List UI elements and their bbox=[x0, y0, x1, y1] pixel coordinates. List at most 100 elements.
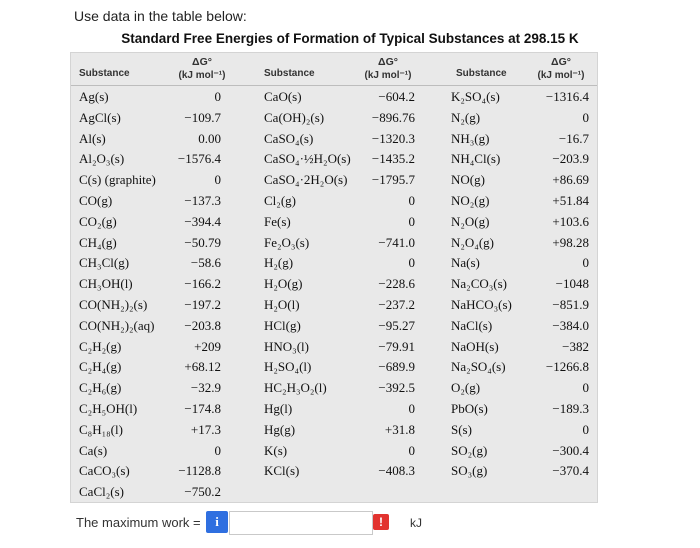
delta-g-cell: +209 bbox=[194, 338, 221, 354]
substance-cell: H₂O(l) bbox=[264, 296, 300, 312]
delta-g-cell: 0 bbox=[408, 442, 416, 458]
substance-cell: N₂(g) bbox=[451, 109, 481, 125]
substance-cell: C₈H₁₈(l) bbox=[79, 421, 123, 437]
substance-cell: HCl(g) bbox=[264, 317, 301, 333]
delta-g-cell: 0 bbox=[408, 255, 416, 271]
info-icon[interactable]: i bbox=[206, 511, 228, 533]
delta-g-cell: 0 bbox=[582, 255, 590, 271]
delta-g-cell: −79.91 bbox=[378, 338, 415, 354]
substance-cell: C₂H₂(g) bbox=[79, 338, 122, 354]
col1-unit: (kJ mol⁻¹) bbox=[178, 70, 226, 81]
delta-g-cell: −50.79 bbox=[184, 234, 221, 250]
delta-g-cell: −370.4 bbox=[552, 463, 589, 479]
col3-delta-header: ΔG° (kJ mol⁻¹) bbox=[526, 56, 596, 82]
warning-icon: ! bbox=[373, 514, 389, 530]
col3-values: −1316.4 0 −16.7 −203.9 +86.69 +51.84 +10… bbox=[529, 87, 589, 482]
substance-cell: NaHCO₃(s) bbox=[451, 296, 512, 312]
substance-cell: NO₂(g) bbox=[451, 192, 490, 208]
delta-g-cell: −1576.4 bbox=[177, 151, 221, 167]
delta-g-cell: −1795.7 bbox=[371, 172, 415, 188]
substance-cell: CH₃Cl(g) bbox=[79, 255, 130, 271]
substance-cell: NH₃(g) bbox=[451, 130, 490, 146]
delta-g-cell: −166.2 bbox=[184, 276, 221, 292]
delta-g-cell: +51.84 bbox=[552, 192, 589, 208]
delta-g-cell: −16.7 bbox=[558, 130, 589, 146]
delta-g-cell: −1316.4 bbox=[545, 89, 589, 104]
delta-g-cell: −237.2 bbox=[378, 296, 415, 312]
substance-cell: NaOH(s) bbox=[451, 338, 499, 354]
substance-cell: Hg(l) bbox=[264, 400, 293, 416]
substance-cell: C₂H₄(g) bbox=[79, 359, 122, 375]
delta-g-cell: −203.8 bbox=[184, 317, 221, 333]
delta-g-cell: +31.8 bbox=[384, 421, 415, 437]
delta-g-cell: −95.27 bbox=[378, 317, 415, 333]
substance-cell: CaO(s) bbox=[264, 89, 302, 104]
delta-g-cell: −408.3 bbox=[378, 463, 415, 479]
delta-g-cell: −851.9 bbox=[552, 296, 589, 312]
substance-cell: CO(NH₂)₂(s) bbox=[79, 296, 148, 312]
col3-substances: K₂SO₄(s) N₂(g) NH₃(g) NH₄Cl(s) NO(g) NO₂… bbox=[451, 87, 531, 482]
delta-g-cell: −382 bbox=[562, 338, 589, 354]
substance-cell: N₂O₄(g) bbox=[451, 234, 494, 250]
col2-substances: CaO(s) Ca(OH)₂(s) CaSO₄(s) CaSO₄·½H₂O(s)… bbox=[264, 87, 374, 482]
substance-cell: CO(g) bbox=[79, 192, 113, 208]
col1-values: 0 −109.7 0.00 −1576.4 0 −137.3 −394.4 −5… bbox=[167, 87, 221, 503]
substance-cell: Ag(s) bbox=[79, 89, 109, 104]
substance-cell: H₂SO₄(l) bbox=[264, 359, 312, 375]
delta-g-cell: −1128.8 bbox=[178, 463, 221, 479]
substance-cell: HC₂H₃O₂(l) bbox=[264, 380, 327, 396]
delta-g-cell: +103.6 bbox=[552, 213, 589, 229]
substance-cell: KCl(s) bbox=[264, 463, 300, 479]
delta-g-cell: −1320.3 bbox=[371, 130, 415, 146]
delta-g-cell: 0 bbox=[408, 400, 416, 416]
delta-g-cell: 0 bbox=[582, 421, 590, 437]
substance-cell: CH₃OH(l) bbox=[79, 276, 133, 292]
substance-cell: CaSO₄·½H₂O(s) bbox=[264, 151, 351, 167]
question-prompt: Use data in the table below: bbox=[74, 8, 247, 24]
substance-cell: Al₂O₃(s) bbox=[79, 151, 125, 167]
col3-delta-symbol: ΔG° bbox=[551, 56, 571, 68]
substance-cell: C₂H₆(g) bbox=[79, 380, 122, 396]
delta-g-cell: −1266.8 bbox=[545, 359, 589, 375]
table-title: Standard Free Energies of Formation of T… bbox=[121, 31, 579, 46]
delta-g-cell: −604.2 bbox=[378, 89, 415, 104]
max-work-input[interactable] bbox=[229, 511, 373, 535]
delta-g-cell: −203.9 bbox=[552, 151, 589, 167]
substance-cell: K(s) bbox=[264, 442, 288, 458]
substance-cell: H₂(g) bbox=[264, 255, 294, 271]
col1-substance-header: Substance bbox=[79, 68, 130, 79]
substance-cell: C(s) (graphite) bbox=[79, 172, 156, 188]
col2-substance-header: Substance bbox=[264, 68, 315, 79]
substance-cell: Na(s) bbox=[451, 255, 480, 271]
delta-g-cell: −300.4 bbox=[552, 442, 589, 458]
delta-g-cell: 0 bbox=[582, 380, 590, 396]
delta-g-cell: −1048 bbox=[555, 276, 589, 292]
header-divider bbox=[71, 85, 597, 86]
substance-cell: CO(NH₂)₂(aq) bbox=[79, 317, 155, 333]
substance-cell: CaSO₄(s) bbox=[264, 130, 314, 146]
data-table: Substance ΔG° (kJ mol⁻¹) Substance ΔG° (… bbox=[70, 52, 598, 503]
unit-label: kJ bbox=[410, 516, 422, 530]
col2-delta-header: ΔG° (kJ mol⁻¹) bbox=[351, 56, 425, 82]
substance-cell: S(s) bbox=[451, 421, 472, 437]
substance-cell: PbO(s) bbox=[451, 400, 488, 416]
substance-cell: NO(g) bbox=[451, 172, 485, 188]
substance-cell: CaCO₃(s) bbox=[79, 463, 130, 479]
delta-g-cell: 0 bbox=[408, 213, 416, 229]
substance-cell: Hg(g) bbox=[264, 421, 296, 437]
delta-g-cell: −32.9 bbox=[190, 380, 221, 396]
delta-g-cell: 0 bbox=[214, 442, 222, 458]
delta-g-cell: −1435.2 bbox=[371, 151, 415, 167]
delta-g-cell: 0 bbox=[408, 192, 416, 208]
substance-cell: SO₃(g) bbox=[451, 463, 488, 479]
substance-cell: HNO₃(l) bbox=[264, 338, 309, 354]
delta-g-cell: −109.7 bbox=[184, 109, 221, 125]
substance-cell: O₂(g) bbox=[451, 380, 481, 396]
delta-g-cell: 0.00 bbox=[198, 130, 221, 146]
substance-cell: K₂SO₄(s) bbox=[451, 89, 500, 104]
col2-unit: (kJ mol⁻¹) bbox=[364, 70, 412, 81]
delta-g-cell: +98.28 bbox=[552, 234, 589, 250]
col1-substances: Ag(s) AgCl(s) Al(s) Al₂O₃(s) C(s) (graph… bbox=[79, 87, 179, 503]
substance-cell: CH₄(g) bbox=[79, 234, 117, 250]
substance-cell: Na₂SO₄(s) bbox=[451, 359, 506, 375]
